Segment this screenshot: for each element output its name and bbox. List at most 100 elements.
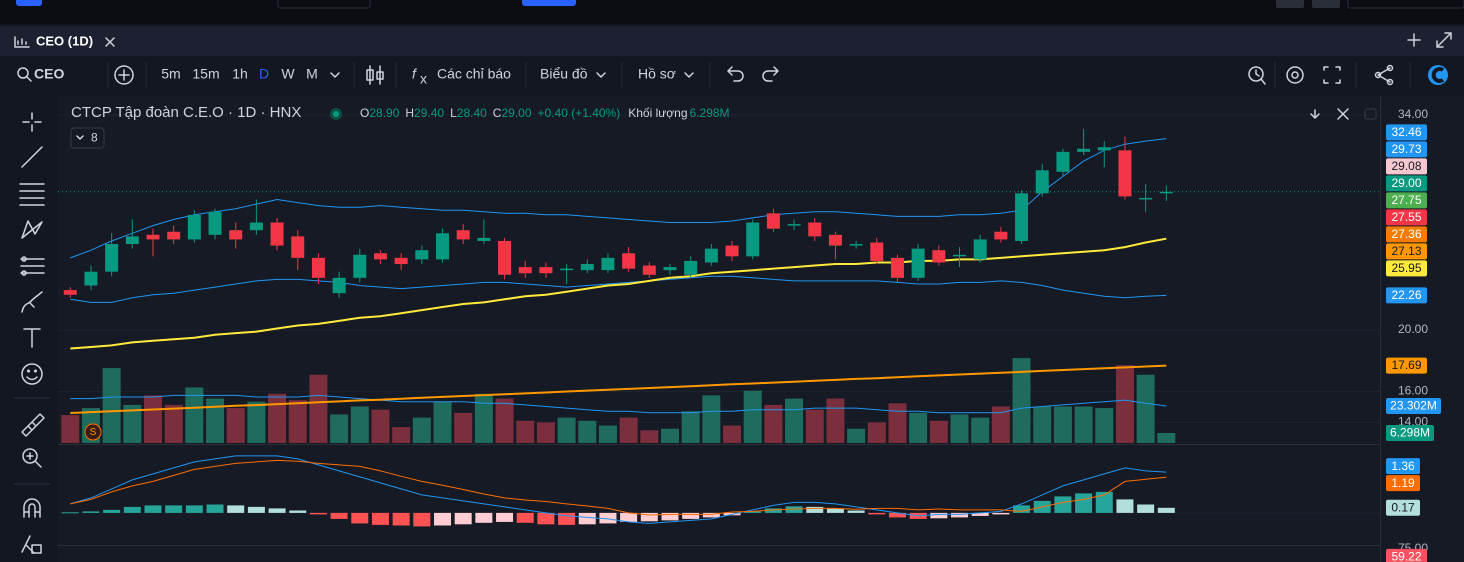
axis-tag: [1386, 260, 1427, 277]
fullscreen[interactable]: [1323, 66, 1341, 84]
volume-bar: [785, 398, 804, 443]
zoom-tool[interactable]: [22, 448, 42, 468]
volume-bar: [826, 398, 845, 443]
volume-value: 6.298M: [690, 106, 730, 120]
volume-bar: [206, 398, 225, 443]
compare-button[interactable]: [114, 65, 134, 85]
interval[interactable]: 1h: [232, 66, 248, 82]
pane-controls[interactable]: [1310, 108, 1349, 120]
candle-body: [353, 254, 367, 278]
search-icon: [17, 67, 29, 79]
interval[interactable]: 5m: [161, 66, 180, 82]
chart-type-button[interactable]: Biểu đồ: [540, 66, 588, 82]
trend-line-tool[interactable]: [21, 146, 43, 168]
volume-bar: [392, 427, 411, 443]
indicators-button[interactable]: Các chỉ báo: [437, 66, 511, 82]
interval[interactable]: M: [306, 66, 318, 82]
interval-dropdown[interactable]: [330, 72, 340, 78]
candle-body: [663, 267, 677, 271]
replay-hand: [1255, 69, 1266, 85]
candle-body: [560, 268, 574, 271]
macd-histogram-bar: [682, 512, 700, 519]
interval-active[interactable]: D: [259, 66, 269, 82]
axis-tag: [1386, 124, 1427, 141]
undo[interactable]: [727, 66, 744, 82]
ohlc-value: 29.40: [414, 106, 444, 120]
macd-histogram-bar: [826, 508, 844, 513]
volume-bar: [309, 374, 328, 443]
candle-body: [229, 230, 243, 240]
candle-body: [766, 213, 780, 229]
split-marker-label: S: [90, 427, 97, 438]
pane-maximize[interactable]: [1364, 108, 1377, 120]
fib-tool[interactable]: [19, 183, 45, 206]
candle-body: [1056, 151, 1070, 172]
menu-button[interactable]: [16, 0, 42, 6]
measure-tool[interactable]: [21, 413, 45, 437]
volume-bar: [929, 420, 948, 443]
replay[interactable]: [1248, 66, 1264, 82]
indicator-toggle[interactable]: [70, 127, 105, 149]
candle-body: [146, 234, 160, 240]
maximize[interactable]: [1436, 32, 1452, 48]
window-button[interactable]: [1312, 0, 1340, 8]
candle-body: [704, 248, 718, 263]
chart-style[interactable]: [366, 65, 384, 85]
settings[interactable]: [1286, 66, 1304, 84]
crosshair-tool[interactable]: [22, 112, 42, 132]
candle-body: [828, 234, 842, 246]
candle-body: [953, 254, 967, 257]
price-change: +0.40 (+1.40%): [538, 106, 621, 120]
candle-body: [932, 250, 946, 263]
volume-bar: [371, 409, 390, 443]
macd-signal: [70, 459, 1167, 516]
fx-icon: f: [412, 66, 418, 82]
volume-label: Khối lượng: [628, 106, 687, 120]
macd-histogram-bar: [661, 512, 679, 521]
volume-bar: [433, 401, 452, 443]
search-field[interactable]: [277, 0, 371, 9]
brush-tool[interactable]: [21, 291, 43, 313]
interval[interactable]: 15m: [192, 66, 219, 82]
layout-button[interactable]: [1276, 0, 1304, 8]
axis-tag-label: 25.95: [1391, 261, 1421, 275]
volume-bar: [991, 406, 1010, 443]
axis-tag: [1386, 425, 1434, 442]
dropdown: [596, 72, 606, 78]
add-tab[interactable]: [1407, 33, 1421, 47]
pattern-tool[interactable]: [21, 220, 43, 239]
ohlc-key: C: [493, 106, 502, 120]
icon-tool[interactable]: [21, 363, 43, 385]
candle-body: [208, 211, 222, 235]
profile-button[interactable]: Hồ sơ: [638, 66, 676, 82]
chart-title: CTCP Tập đoàn C.E.O · 1D · HNX: [71, 104, 301, 121]
lock-tool[interactable]: [21, 535, 42, 554]
volume-bar: [412, 417, 431, 443]
axis-tag-label: 32.46: [1391, 125, 1421, 139]
volume-bar: [867, 422, 886, 443]
interval[interactable]: W: [281, 66, 295, 82]
fx-icon-sub: x: [420, 71, 427, 87]
text-tool[interactable]: [23, 328, 41, 348]
macd-histogram-bar: [144, 505, 162, 513]
volume-bar: [185, 387, 204, 443]
candle-body: [270, 222, 284, 246]
tab-title[interactable]: CEO (1D): [36, 33, 93, 48]
volume-bar: [495, 398, 514, 443]
split-marker[interactable]: [84, 423, 102, 441]
candle-body: [249, 222, 263, 231]
redo[interactable]: [762, 66, 779, 82]
axis-tag: [1386, 209, 1427, 226]
top-field[interactable]: [1347, 0, 1464, 9]
prediction-tool[interactable]: [20, 256, 45, 276]
axis-tag-label: 29.00: [1391, 176, 1421, 190]
macd-histogram-bar: [1095, 491, 1113, 513]
symbol[interactable]: CEO: [34, 66, 64, 82]
volume-bar: [847, 428, 866, 443]
magnet-tool[interactable]: [23, 498, 41, 518]
macd-histogram-bar: [971, 512, 989, 516]
macd-histogram-bar: [247, 506, 265, 513]
overlay-line: [70, 364, 1167, 414]
action-button[interactable]: [522, 0, 576, 6]
close-tab[interactable]: [105, 37, 115, 47]
